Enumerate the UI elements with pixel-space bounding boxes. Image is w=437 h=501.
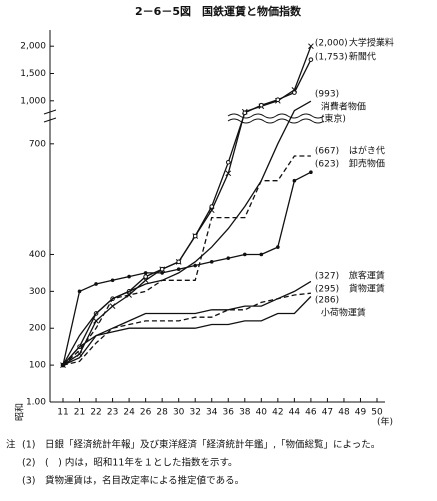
marker: [127, 274, 131, 279]
note: (1) 日銀「経済統計年報」及び東洋経済「経済統計年鑑」,「物価総覧」によった。: [22, 439, 380, 451]
marker: [292, 90, 297, 95]
axis-break: [43, 109, 325, 124]
marker: [192, 233, 198, 239]
x-tick-label: 50: [371, 408, 383, 418]
chart-title: 2－6－5図 国鉄運賃と物価指数: [135, 4, 302, 18]
series-label: 貨物運賃: [349, 283, 385, 295]
series-label: 旅客運賃: [349, 270, 385, 282]
marker: [225, 170, 232, 177]
x-tick-label: 22: [90, 408, 101, 418]
value-label: (1,753): [315, 53, 348, 63]
marker: [93, 318, 99, 324]
x-tick-label: 44: [289, 408, 301, 418]
marker: [242, 252, 247, 257]
marker: [143, 271, 148, 275]
x-tick-label: 32: [189, 408, 200, 418]
x-prefix: 昭和: [15, 403, 26, 421]
marker: [176, 259, 181, 265]
series-line: [62, 155, 311, 366]
x-tick-label: 30: [173, 408, 185, 418]
marker: [193, 263, 198, 268]
x-tick-label: 24: [123, 408, 135, 418]
x-tick-label: 46: [305, 408, 317, 418]
value-label: (295): [315, 285, 339, 295]
value-label: (286): [315, 296, 339, 306]
x-unit: (年): [377, 416, 393, 428]
marker: [94, 282, 98, 286]
series-label: 大学授業料: [349, 37, 394, 49]
note: (2) ( ) 内は，昭和11年を１とした指数を示す。: [22, 457, 238, 469]
series-line: [62, 45, 312, 366]
y-tick-label: 700: [29, 139, 46, 149]
y-tick-label: 400: [29, 250, 46, 260]
y-tick-label: 1.00: [26, 398, 46, 408]
y-tick-label: 300: [29, 287, 46, 297]
x-tick-label: 38: [239, 408, 251, 418]
y-tick-label: 1,500: [20, 69, 46, 79]
y-tick-label: 100: [29, 361, 46, 371]
marker: [160, 271, 164, 275]
marker: [143, 274, 148, 279]
series-label: はがき代: [349, 145, 385, 157]
marker: [292, 178, 297, 183]
value-label: (623): [315, 160, 339, 170]
x-tick-label: 49: [355, 408, 367, 418]
series-label: 新聞代: [349, 51, 376, 63]
x-tick-label: 28: [156, 408, 168, 418]
x-tick-label: 40: [256, 408, 268, 418]
value-label: (993): [315, 90, 339, 100]
marker: [308, 43, 314, 50]
x-tick-label: 47: [322, 408, 333, 418]
marker: [308, 57, 314, 62]
marker: [259, 102, 264, 108]
series-line: [62, 292, 311, 366]
series-line: [62, 296, 312, 366]
marker: [209, 204, 215, 209]
note: (3) 貨物運賃は，名目改定率による推定値である。: [22, 475, 244, 487]
marker: [109, 303, 116, 309]
marker: [159, 266, 165, 272]
y-tick-label: 200: [29, 324, 46, 334]
series-line: [62, 280, 312, 366]
value-label: (667): [315, 147, 339, 157]
marker: [209, 260, 214, 264]
marker: [276, 245, 280, 249]
series-label: 小荷物運賃: [321, 307, 366, 319]
value-label: (327): [315, 272, 339, 282]
series-label: 消費者物価: [321, 101, 366, 113]
marker: [176, 267, 181, 272]
marker: [309, 170, 313, 175]
series-line: [62, 100, 312, 366]
x-tick-label: 48: [338, 408, 350, 418]
x-tick-label: 36: [223, 408, 235, 418]
marker: [259, 252, 264, 257]
x-tick-label: 21: [74, 408, 85, 418]
x-tick-label: 26: [140, 408, 152, 418]
series-label: 卸売物価: [349, 158, 385, 170]
series-note: (東京): [321, 113, 346, 125]
value-label: (2,000): [315, 39, 348, 49]
x-tick-label: 23: [107, 408, 118, 418]
y-tick-label: 2,000: [20, 42, 46, 52]
notes-head: 注: [6, 439, 16, 451]
x-tick-label: 34: [206, 408, 218, 418]
marker: [275, 97, 281, 103]
marker: [77, 289, 82, 294]
marker: [225, 159, 231, 165]
y-tick-label: 1,000: [20, 96, 46, 106]
x-tick-label: 11: [57, 408, 68, 418]
marker: [110, 278, 115, 283]
marker: [226, 256, 231, 260]
series-line: [62, 171, 312, 366]
marker: [242, 110, 248, 116]
x-tick-label: 42: [272, 408, 283, 418]
